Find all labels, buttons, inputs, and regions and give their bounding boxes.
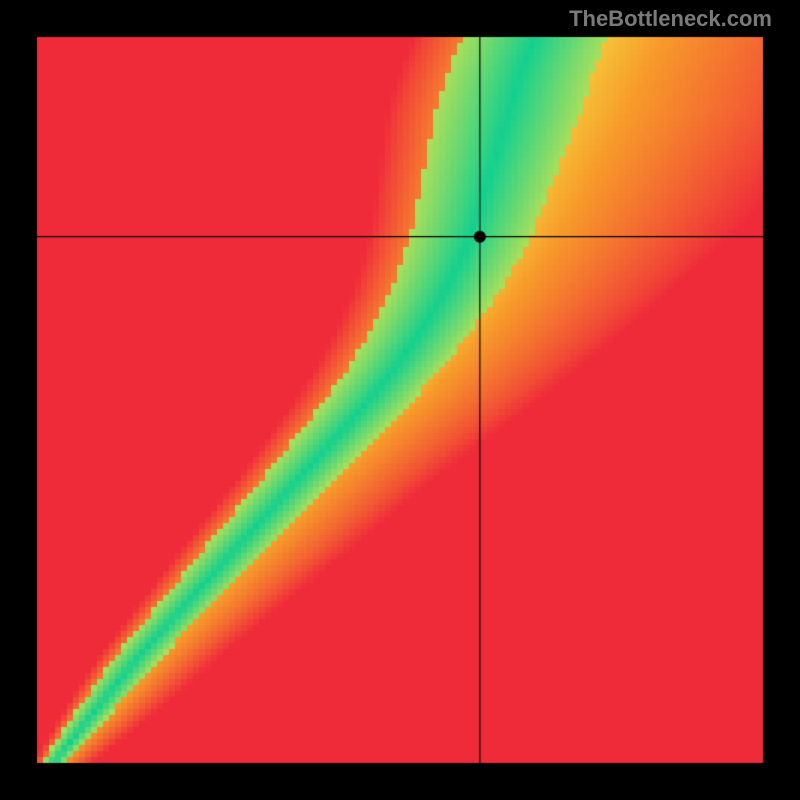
heatmap-canvas: [0, 0, 800, 800]
chart-container: TheBottleneck.com: [0, 0, 800, 800]
watermark-text: TheBottleneck.com: [569, 6, 772, 32]
